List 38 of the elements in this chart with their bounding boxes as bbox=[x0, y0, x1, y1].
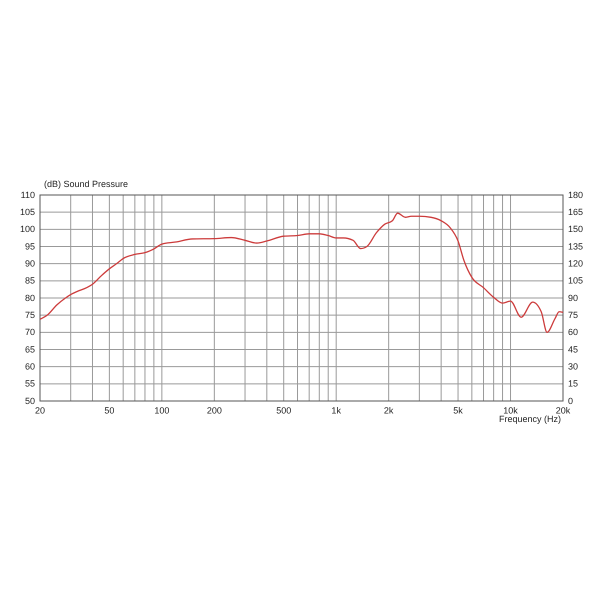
y-tick-label: 105 bbox=[20, 207, 35, 218]
y-tick-label: 100 bbox=[20, 224, 35, 234]
y2-tick-label: 30 bbox=[568, 362, 578, 372]
y2-tick-label: 120 bbox=[568, 258, 584, 269]
y-tick-label: 55 bbox=[24, 378, 35, 389]
x-tick-label: 50 bbox=[104, 405, 114, 416]
y2-tick-label: 180 bbox=[568, 190, 584, 200]
y-tick-label: 50 bbox=[24, 396, 35, 406]
y-tick-label: 75 bbox=[24, 310, 35, 320]
y-tick-label: 70 bbox=[24, 327, 35, 338]
x-tick-label: 2k bbox=[384, 405, 394, 416]
y-tick-label: 60 bbox=[24, 362, 35, 372]
x-tick-label: 20k bbox=[556, 405, 571, 416]
x-tick-label: 10k bbox=[503, 405, 518, 416]
y2-tick-label: 90 bbox=[568, 292, 578, 303]
y-axis-title: (dB) Sound Pressure bbox=[44, 179, 128, 189]
y2-tick-label: 135 bbox=[568, 241, 584, 252]
y2-tick-label: 165 bbox=[568, 207, 584, 218]
y-tick-label: 110 bbox=[20, 190, 35, 200]
y2-tick-label: 15 bbox=[568, 378, 578, 389]
y2-tick-label: 150 bbox=[568, 224, 584, 234]
y-tick-label: 85 bbox=[24, 276, 35, 286]
y2-tick-label: 45 bbox=[568, 344, 578, 354]
y-tick-label: 80 bbox=[24, 292, 35, 303]
y-tick-label: 95 bbox=[24, 241, 35, 252]
x-tick-label: 20 bbox=[34, 405, 46, 416]
x-tick-label: 200 bbox=[206, 405, 222, 416]
y2-tick-label: 105 bbox=[568, 276, 584, 286]
y-tick-label: 90 bbox=[24, 258, 35, 269]
y2-tick-label: 0 bbox=[568, 396, 574, 406]
y2-tick-label: 75 bbox=[568, 310, 578, 320]
y-tick-label: 65 bbox=[24, 344, 35, 354]
x-tick-label: 500 bbox=[276, 405, 292, 416]
x-tick-label: 5k bbox=[453, 405, 464, 416]
x-tick-label: 1k bbox=[331, 405, 342, 416]
y2-tick-label: 60 bbox=[568, 327, 578, 338]
x-axis-title: Frequency (Hz) bbox=[498, 414, 562, 424]
x-tick-label: 100 bbox=[154, 405, 170, 416]
